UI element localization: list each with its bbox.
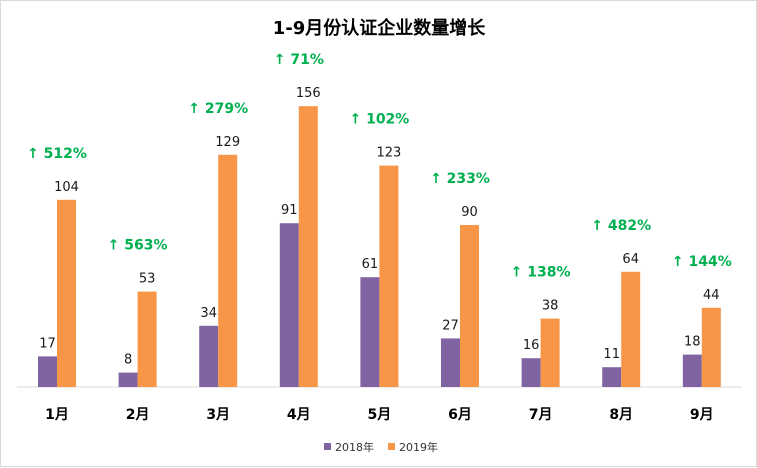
bar-2018-6: [441, 338, 460, 387]
bar-2019-9: [701, 307, 721, 387]
bar-2019-5: [379, 165, 399, 387]
category-label-7: 7月: [529, 407, 553, 423]
category-label-8: 8月: [609, 407, 633, 423]
growth-label-7: ↑ 138%: [511, 265, 571, 281]
bar-2019-1: [57, 199, 76, 387]
value-label-2018-2: 8: [124, 353, 132, 368]
bar-2019-3: [218, 154, 238, 387]
value-label-2019-1: 104: [54, 180, 79, 195]
chart-title: 1-9月份认证企业数量增长: [273, 17, 487, 39]
bar-2019-7: [540, 318, 560, 387]
bar-2019-6: [460, 225, 479, 387]
growth-label-8: ↑ 482%: [591, 218, 651, 234]
growth-label-5: ↑ 102%: [349, 112, 409, 128]
category-label-1: 1月: [45, 407, 69, 423]
value-label-2019-7: 38: [542, 299, 559, 314]
value-label-2019-4: 156: [296, 86, 321, 101]
value-label-2019-3: 129: [215, 135, 240, 150]
legend: 2018年 2019年: [324, 440, 438, 454]
legend-label-2019: 2019年: [399, 440, 438, 454]
bar-2018-3: [199, 325, 219, 387]
bar-2018-2: [118, 372, 138, 387]
bars-group: [38, 106, 721, 387]
growth-label-1: ↑ 512%: [27, 146, 87, 162]
category-labels-group: 1月 2月 3月 4月 5月 6月 7月 8月 9月: [45, 407, 714, 423]
value-label-2019-2: 53: [139, 272, 156, 287]
growth-label-2: ↑ 563%: [108, 238, 168, 254]
value-label-2018-1: 17: [39, 336, 56, 351]
bar-2018-1: [38, 356, 57, 387]
bar-2018-4: [279, 223, 299, 387]
category-label-2: 2月: [126, 407, 150, 423]
value-label-2019-5: 123: [376, 146, 401, 161]
value-label-2018-9: 18: [684, 335, 701, 350]
value-label-2018-3: 34: [200, 306, 217, 321]
bar-2019-2: [137, 291, 157, 387]
bar-2019-4: [298, 106, 318, 387]
category-label-3: 3月: [206, 407, 230, 423]
category-label-6: 6月: [448, 407, 472, 423]
category-label-5: 5月: [368, 407, 392, 423]
value-label-2019-6: 90: [461, 205, 478, 220]
category-label-4: 4月: [287, 407, 311, 423]
growth-label-6: ↑ 233%: [430, 171, 490, 187]
bar-2018-5: [360, 277, 380, 387]
value-label-2018-7: 16: [523, 338, 540, 353]
value-label-2019-8: 64: [622, 252, 639, 267]
bar-2018-9: [682, 354, 702, 387]
value-label-2018-8: 11: [603, 347, 620, 362]
value-label-2019-9: 44: [703, 288, 720, 303]
legend-swatch-2018: [324, 443, 331, 450]
value-label-2018-4: 91: [281, 203, 298, 218]
growth-label-3: ↑ 279%: [188, 101, 248, 117]
bar-2018-8: [602, 367, 622, 387]
growth-label-9: ↑ 144%: [672, 254, 732, 270]
value-label-2018-5: 61: [362, 257, 379, 272]
bar-2018-7: [521, 358, 541, 387]
value-label-2018-6: 27: [442, 318, 459, 333]
growth-label-4: ↑ 71%: [274, 52, 324, 68]
bar-2019-8: [621, 271, 641, 387]
value-labels-group: 17 104 8 53 34 129 91 156 61 123 27 90 16 38 11 64 18 44: [39, 86, 719, 367]
growth-labels-group: ↑ 512% ↑ 563% ↑ 279% ↑ 71% ↑ 102% ↑ 233% ↑ 138…: [27, 52, 732, 280]
category-label-9: 9月: [690, 407, 714, 423]
legend-label-2018: 2018年: [335, 440, 374, 454]
legend-swatch-2019: [388, 443, 395, 450]
